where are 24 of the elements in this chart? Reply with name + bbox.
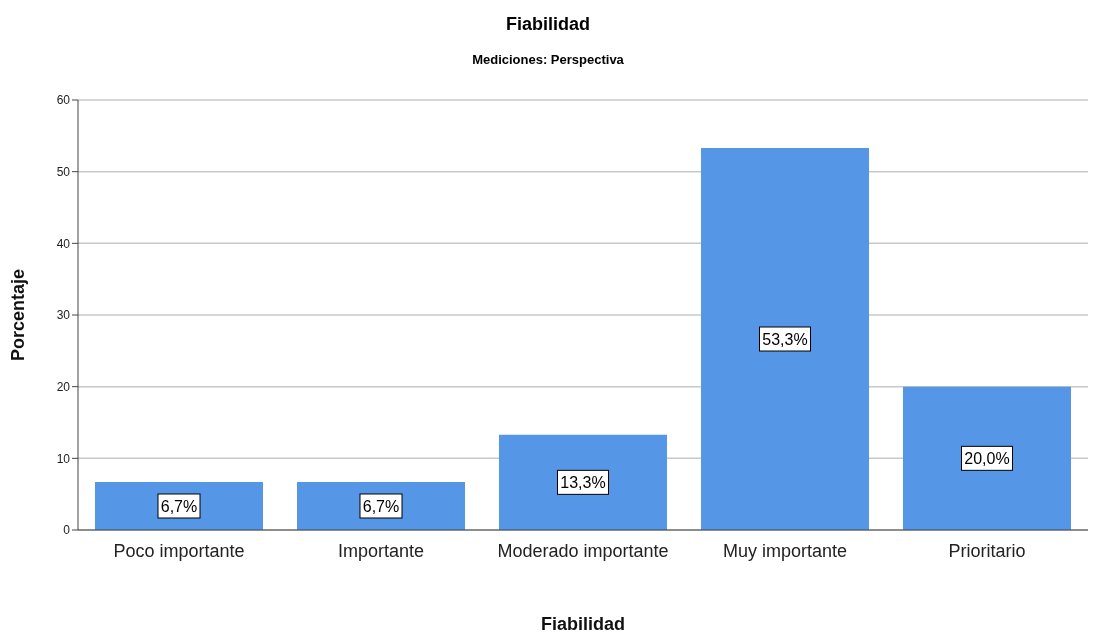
data-label: 20,0% [964,450,1010,468]
y-tick-label: 60 [56,93,71,108]
bar [499,434,667,530]
data-label: 6,7% [362,497,400,515]
x-tick-label: Prioritario [948,540,1026,561]
x-tick-label: Importante [337,540,425,561]
x-tick-label: Moderado importante [497,540,669,561]
data-label: 53,3% [762,331,808,349]
data-label: 13,3% [560,474,606,492]
x-tick-label: Poco importante [113,540,245,561]
y-tick-label: 40 [56,236,71,251]
y-tick-label: 20 [56,379,71,394]
y-tick-label: 10 [56,451,71,466]
bar [701,148,869,530]
data-label: 6,7% [160,497,198,515]
y-tick-label: 50 [56,164,71,179]
chart-subtitle: Mediciones: Perspectiva [471,51,625,69]
y-axis-title: Porcentaje [8,268,29,362]
x-axis-title: Fiabilidad [540,614,626,634]
bar [903,386,1071,530]
chart-title: Fiabilidad [505,13,591,36]
y-tick-label: 30 [56,308,71,323]
x-tick-label: Muy importante [722,540,848,561]
y-tick-label: 0 [63,523,71,538]
